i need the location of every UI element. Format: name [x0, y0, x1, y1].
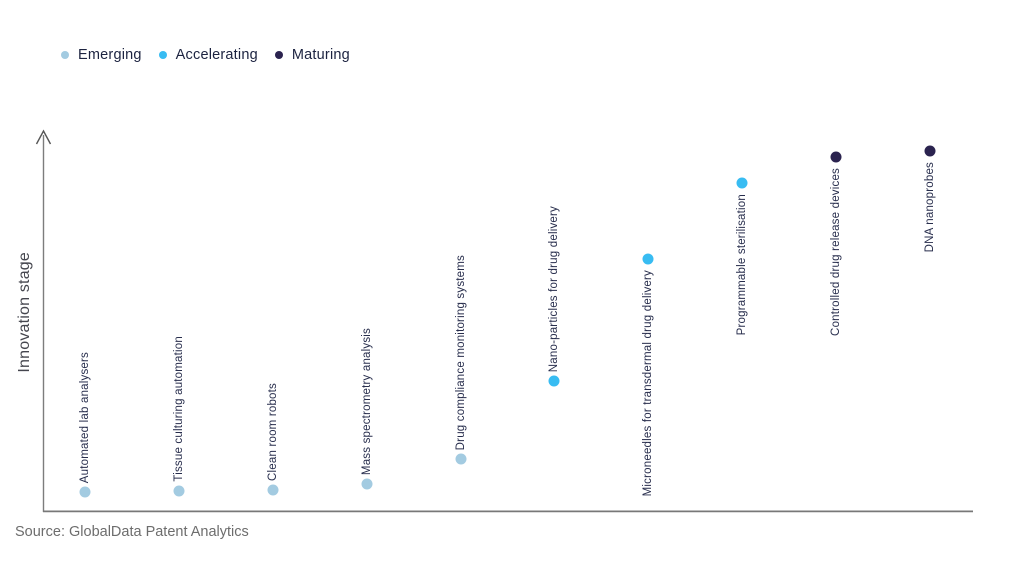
data-point-dot: [548, 375, 560, 387]
chart-legend: Emerging Accelerating Maturing: [61, 47, 350, 63]
legend-dot-maturing: [274, 51, 283, 59]
point-label: Tissue culturing automation: [172, 336, 185, 482]
y-axis-arrow-icon: [35, 129, 52, 145]
y-axis-title: Innovation stage: [16, 252, 33, 373]
data-point-dot: [361, 478, 373, 490]
point-label: DNA nanoprobes: [924, 162, 936, 253]
data-point-dot: [173, 485, 185, 497]
point-label: Mass spectrometry analysis: [360, 328, 373, 476]
data-point-dot: [267, 484, 279, 496]
legend-item-emerging: Emerging: [61, 47, 142, 63]
data-point-dot: [79, 486, 91, 498]
point-label: Controlled drug release devices: [830, 168, 843, 337]
source-note: Source: GlobalData Patent Analytics: [15, 524, 249, 540]
legend-dot-emerging: [61, 51, 69, 59]
data-point-dot: [736, 177, 748, 189]
data-point-dot: [830, 151, 842, 163]
legend-label-maturing: Maturing: [291, 47, 350, 63]
legend-label-accelerating: Accelerating: [175, 47, 258, 63]
point-label: Microneedles for transdermal drug delive…: [642, 270, 655, 497]
data-point-dot: [455, 453, 467, 465]
legend-item-accelerating: Accelerating: [158, 47, 258, 63]
legend-dot-accelerating: [158, 51, 167, 59]
data-point-dot: [642, 253, 654, 265]
data-point-dot: [924, 145, 936, 157]
point-label: Drug compliance monitoring systems: [454, 254, 467, 450]
point-label: Programmable sterilisation: [736, 194, 749, 336]
point-label: Nano-particles for drug delivery: [548, 205, 561, 372]
legend-label-emerging: Emerging: [78, 47, 142, 63]
legend-item-maturing: Maturing: [274, 47, 350, 63]
point-label: Automated lab analysers: [79, 351, 91, 484]
point-label: Clean room robots: [266, 382, 279, 481]
